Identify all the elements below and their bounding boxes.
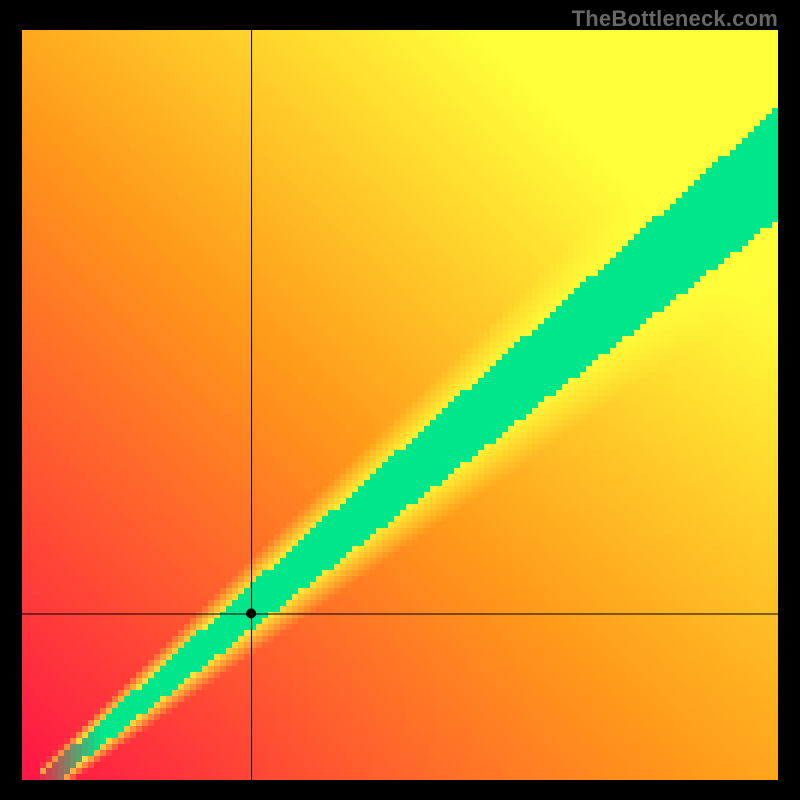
chart-container: { "watermark": { "text": "TheBottleneck.… xyxy=(0,0,800,800)
watermark-text: TheBottleneck.com xyxy=(572,6,778,32)
bottleneck-heatmap xyxy=(0,0,800,800)
